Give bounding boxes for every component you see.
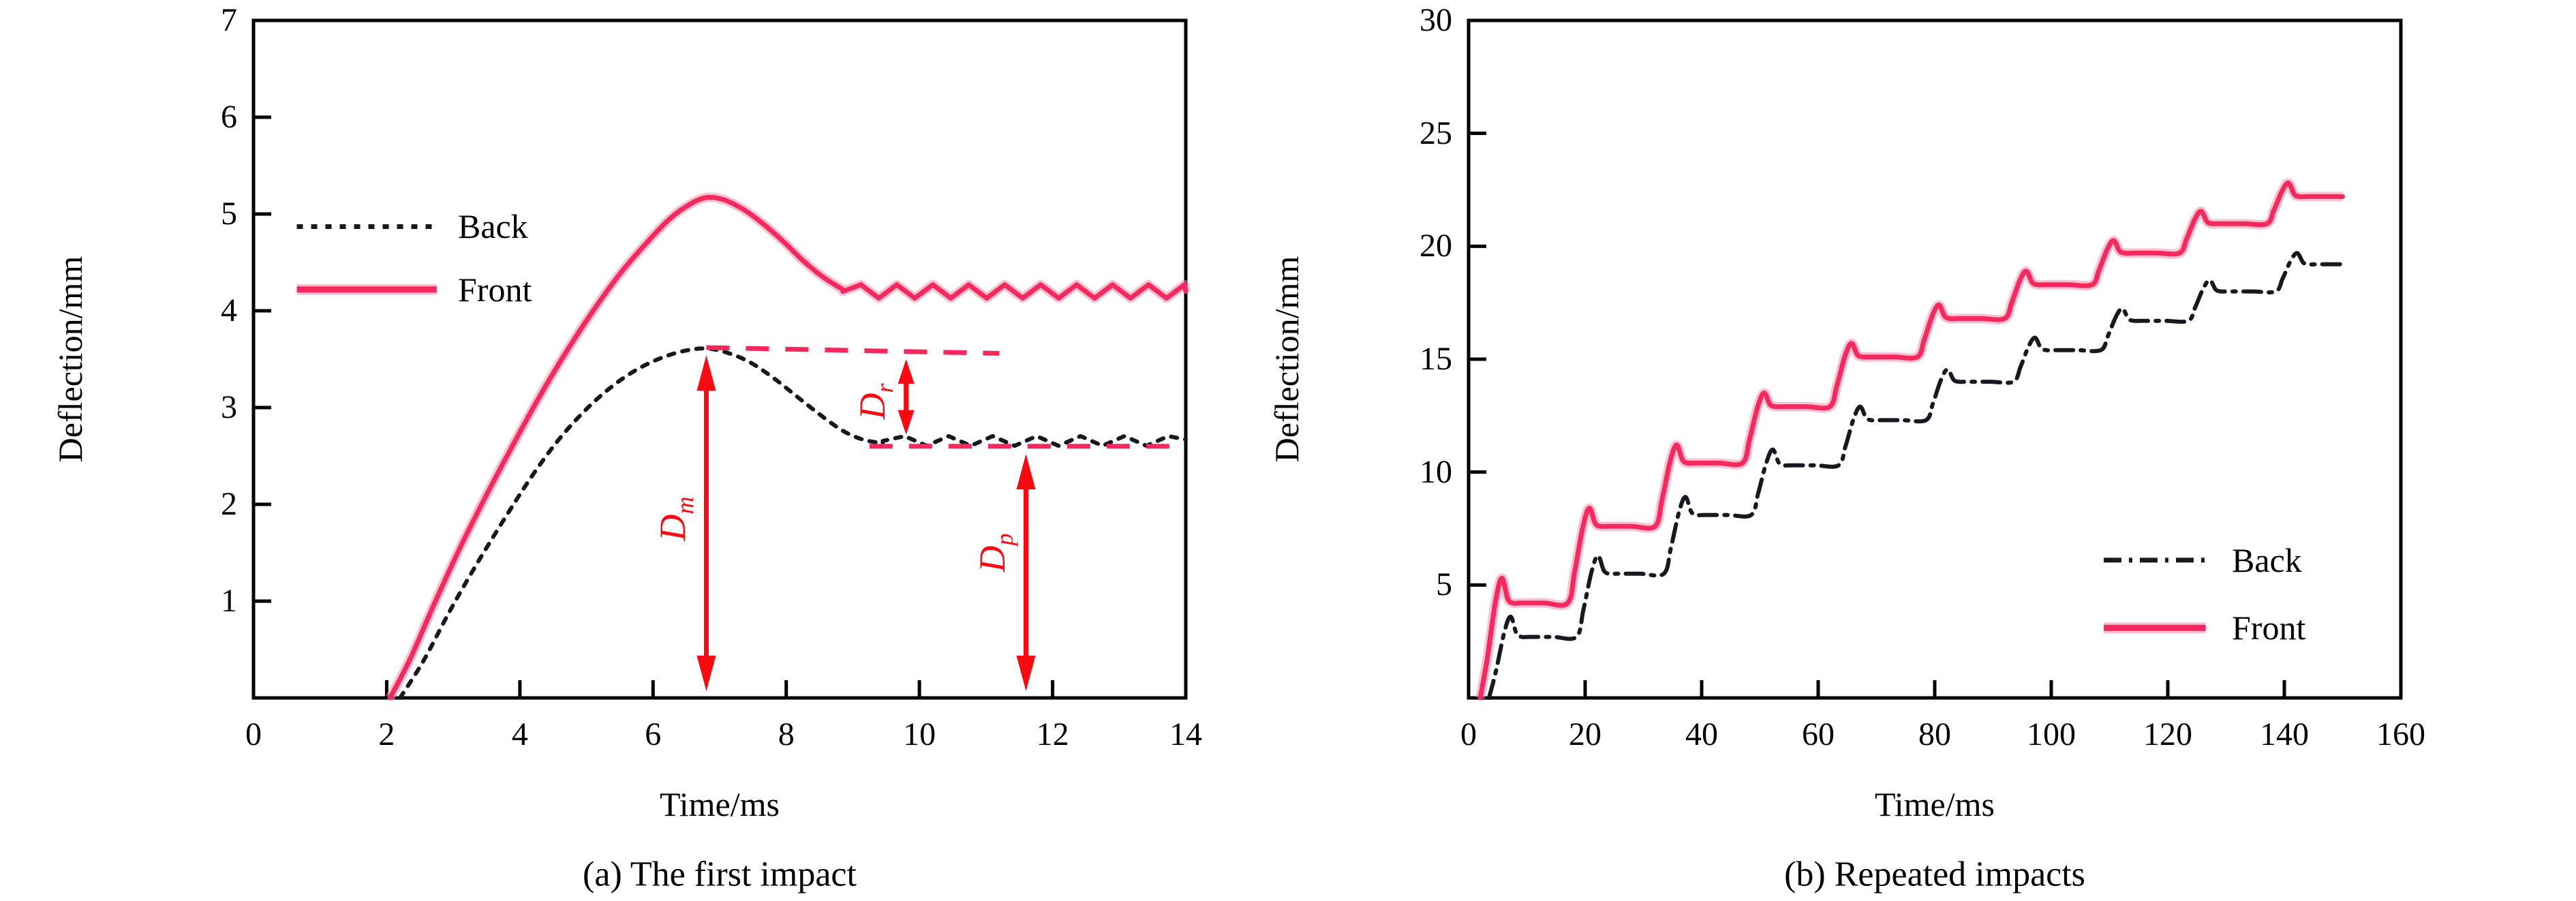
repeated-impacts-x-tick-label: 60 bbox=[1802, 716, 1835, 752]
arrowhead bbox=[696, 656, 716, 692]
first-impact-x-tick-label: 10 bbox=[903, 716, 936, 752]
repeated-impacts-x-tick-label: 100 bbox=[2027, 716, 2076, 752]
repeated-impacts-x-tick-label: 140 bbox=[2260, 716, 2309, 752]
repeated-impacts-y-tick-label: 30 bbox=[1420, 2, 1452, 38]
repeated-impacts-frame bbox=[1467, 18, 2403, 700]
first-impact-y-tick-label: 7 bbox=[221, 2, 237, 38]
repeated-impacts-back-curve bbox=[1486, 251, 2345, 700]
repeated-impacts-y-tick-label: 5 bbox=[1436, 566, 1452, 603]
repeated-impacts-front-curve bbox=[1477, 181, 2345, 701]
first-impact-dashed-reference-line bbox=[706, 345, 1000, 356]
repeated-impacts-x-tick-label: 80 bbox=[1918, 716, 1951, 752]
chart-b-y-axis-title: Deflection/mm bbox=[1268, 256, 1306, 463]
first-impact-x-tick-label: 2 bbox=[378, 716, 395, 752]
repeated-impacts-x-tick-label: 20 bbox=[1569, 716, 1601, 752]
first-impact-x-tick-label: 8 bbox=[778, 716, 795, 752]
repeated-impacts-y-tick-label: 20 bbox=[1420, 228, 1452, 264]
first-impact-y-tick-label: 4 bbox=[221, 292, 237, 329]
first-impact-y-tick-label: 1 bbox=[221, 583, 237, 619]
first-impact-y-tick-label: 5 bbox=[221, 196, 237, 232]
arrowhead bbox=[1016, 454, 1036, 490]
repeated-impacts-y-tick-label: 10 bbox=[1420, 453, 1452, 490]
repeated-impacts-y-tick-label: 15 bbox=[1420, 341, 1452, 377]
repeated-impacts-x-tick-label: 0 bbox=[1460, 716, 1477, 752]
arrowhead bbox=[898, 359, 915, 384]
max-deflection-label: Dm bbox=[651, 496, 699, 541]
chart-a-legend-label-front: Front bbox=[458, 271, 532, 309]
chart-a-y-axis-title: Deflection/mm bbox=[51, 256, 89, 463]
chart-b-x-axis-title: Time/ms bbox=[1874, 785, 1995, 823]
first-impact-x-tick-label: 0 bbox=[245, 716, 262, 752]
first-impact-back-curve bbox=[397, 346, 1188, 700]
repeated-impacts-x-tick-label: 40 bbox=[1685, 716, 1718, 752]
repeated-impacts-x-tick-label: 160 bbox=[2376, 716, 2425, 752]
first-impact-y-tick-label: 6 bbox=[221, 99, 237, 135]
chart-b-legend-label-front: Front bbox=[2232, 609, 2306, 647]
permanent-deflection-label: Dp bbox=[971, 533, 1018, 572]
first-impact-frame bbox=[251, 18, 1188, 700]
arrowhead bbox=[1016, 656, 1036, 692]
repeated-impacts-y-tick-label: 25 bbox=[1420, 114, 1452, 151]
first-impact-y-tick-label: 3 bbox=[221, 389, 237, 425]
arrowhead bbox=[898, 410, 915, 435]
first-impact-front-curve bbox=[387, 194, 1189, 701]
repeated-impacts-x-tick-label: 120 bbox=[2143, 716, 2192, 752]
chart-a-legend-label-back: Back bbox=[458, 207, 528, 245]
first-impact-x-tick-label: 6 bbox=[645, 716, 662, 752]
chart-b-caption: (b) Repeated impacts bbox=[1784, 855, 2085, 894]
rebound-deflection-label: Dr bbox=[851, 383, 898, 420]
chart-a-x-axis-title: Time/ms bbox=[659, 785, 780, 823]
chart-b-legend-label-back: Back bbox=[2232, 541, 2302, 579]
chart-a-caption: (a) The first impact bbox=[583, 855, 857, 894]
first-impact-x-tick-label: 12 bbox=[1036, 716, 1069, 752]
first-impact-y-tick-label: 2 bbox=[221, 486, 237, 522]
repeated-impacts-front-curve-glow bbox=[1475, 178, 2343, 699]
first-impact-x-tick-label: 4 bbox=[511, 716, 528, 752]
first-impact-x-tick-label: 14 bbox=[1169, 716, 1202, 752]
arrowhead bbox=[696, 355, 716, 391]
